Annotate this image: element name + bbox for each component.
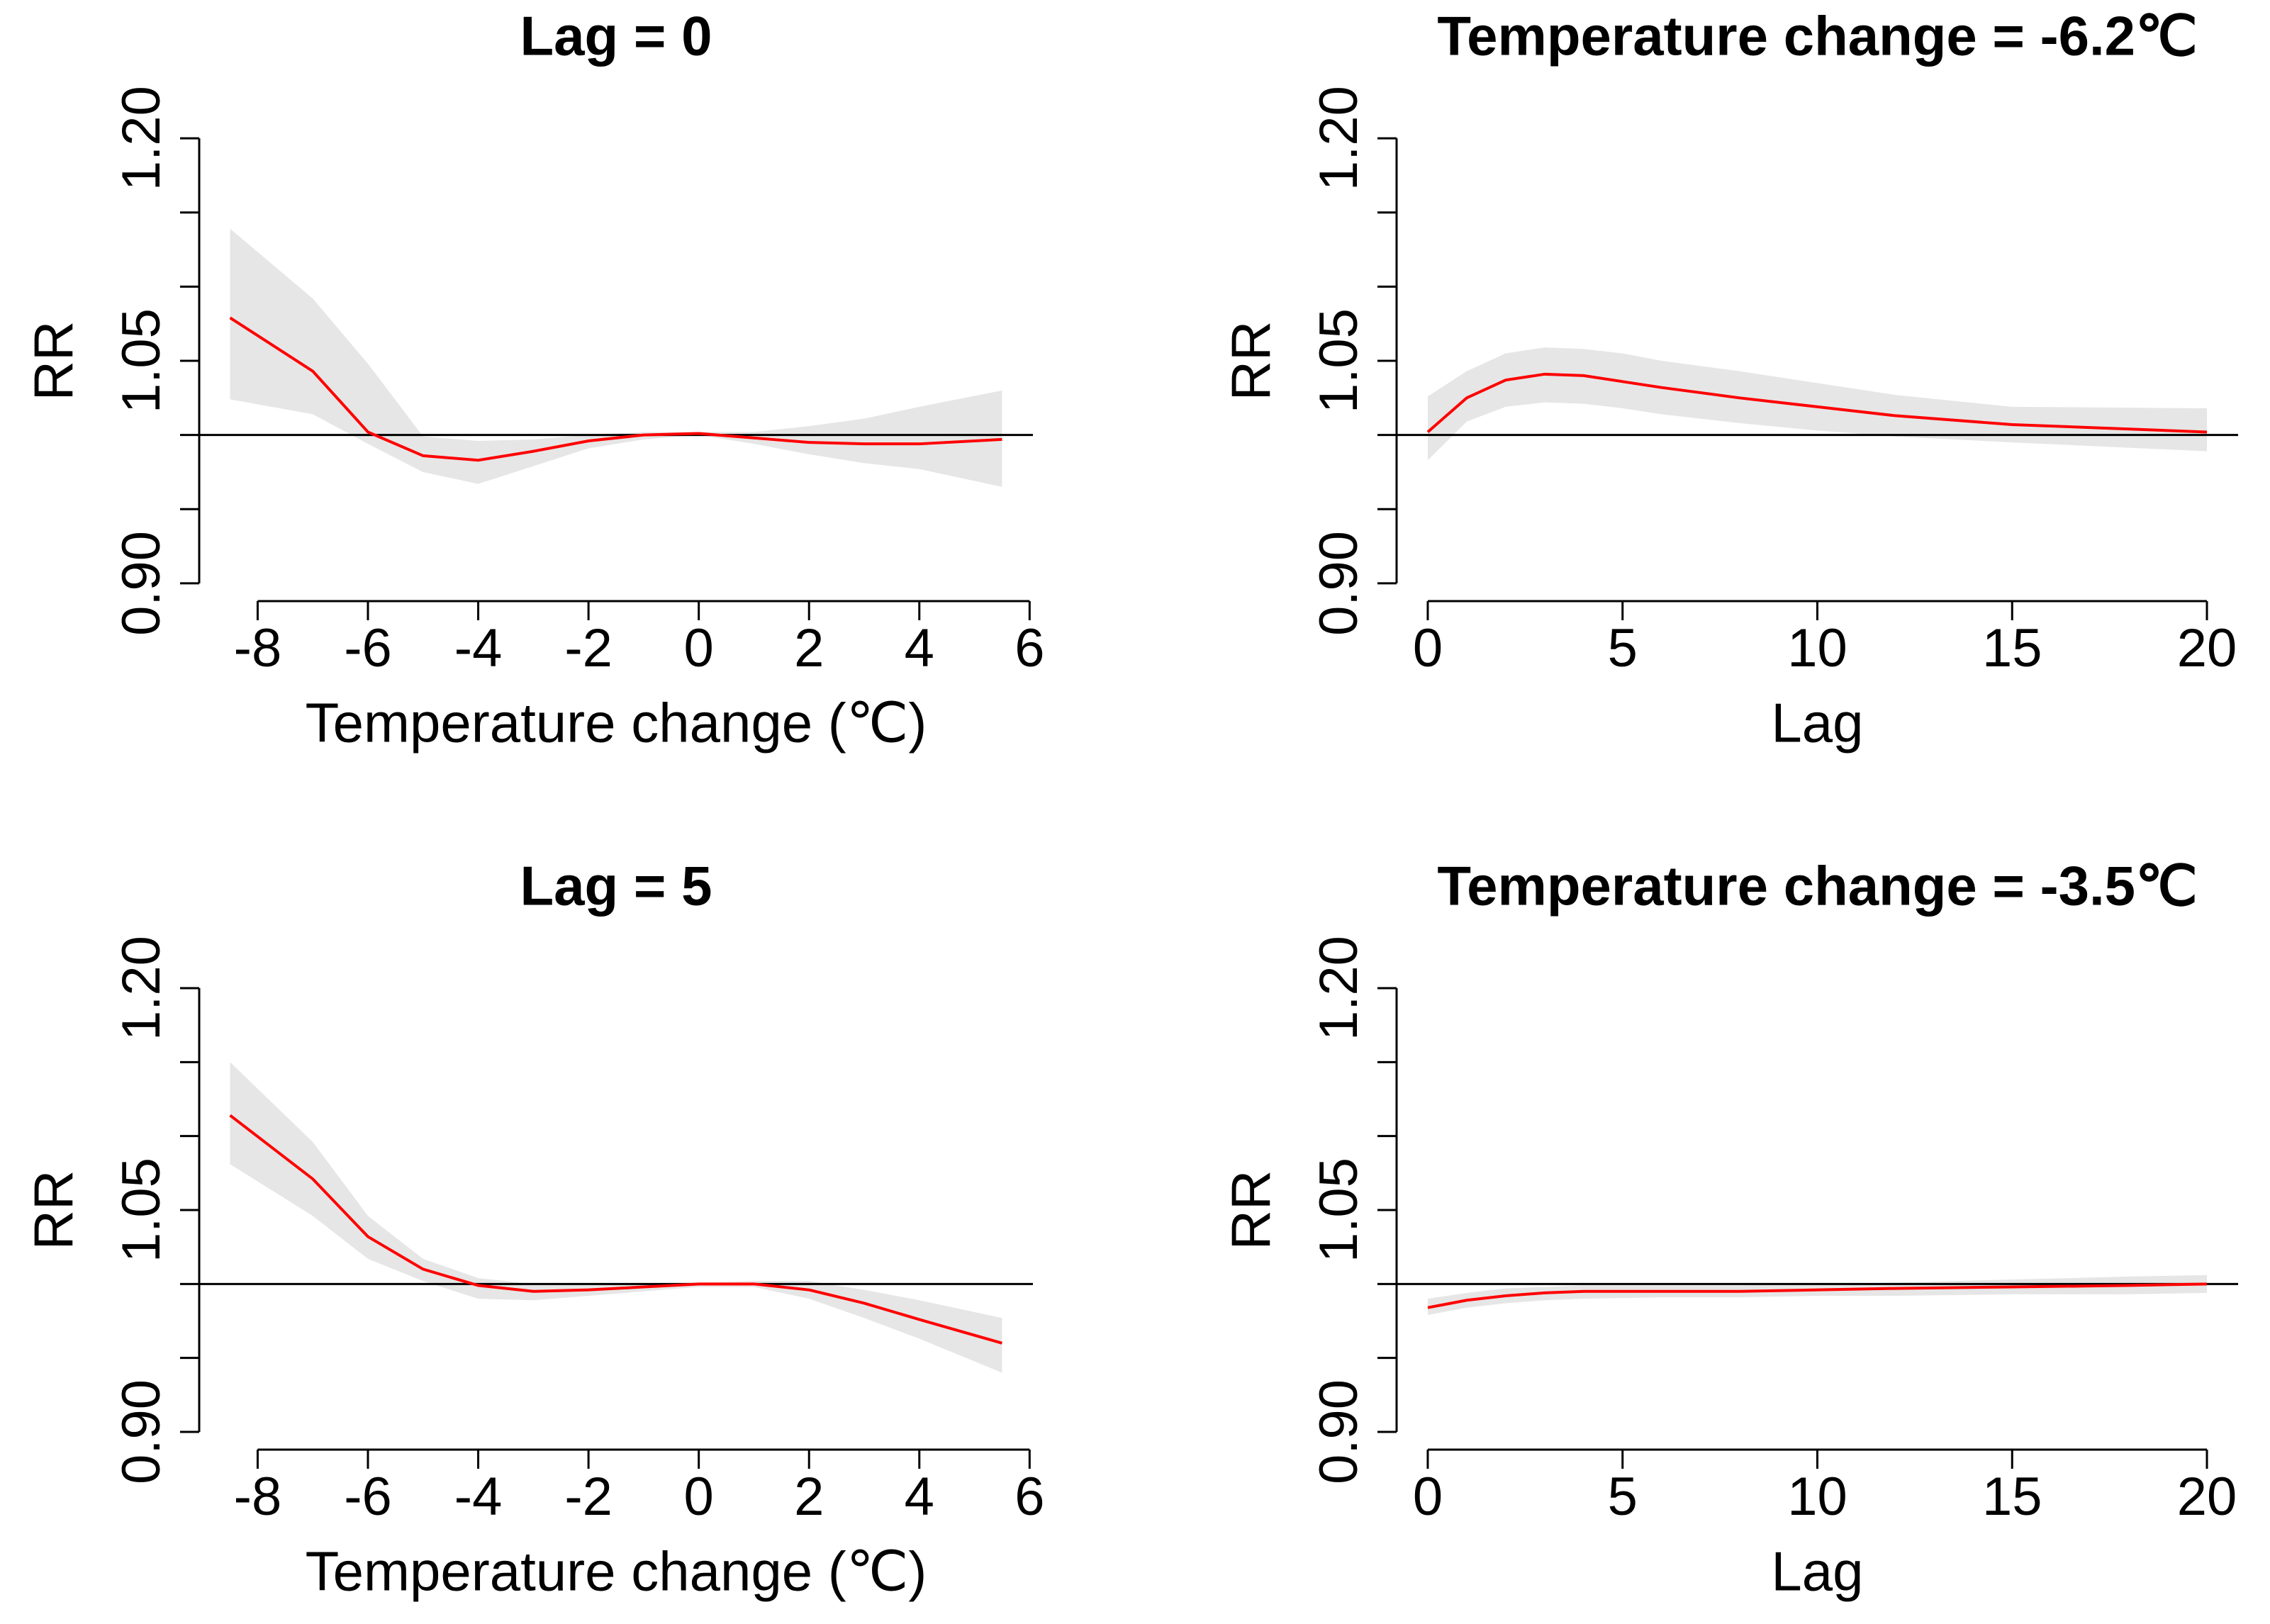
panel-title: Lag = 0	[520, 5, 712, 67]
y-tick-label: 1.05	[111, 1158, 172, 1262]
panel-title: Temperature change = -6.2℃	[1437, 5, 2197, 67]
panel-title: Temperature change = -3.5℃	[1437, 855, 2197, 917]
panel-title: Lag = 5	[520, 855, 712, 917]
x-tick-label: 15	[1982, 1467, 2042, 1527]
x-tick-label: 20	[2177, 1467, 2237, 1527]
x-tick-label: -2	[564, 1467, 613, 1527]
x-tick-label: -8	[234, 618, 282, 678]
x-tick-label: -8	[234, 1467, 282, 1527]
x-axis-label: Temperature change (℃)	[306, 692, 927, 754]
x-axis-label: Temperature change (℃)	[306, 1540, 927, 1603]
x-tick-label: 2	[794, 618, 824, 678]
confidence-band	[1427, 1275, 2208, 1316]
x-tick-label: 0	[1413, 1467, 1443, 1527]
y-tick-label: 0.90	[1309, 1379, 1369, 1484]
x-tick-label: 0	[1413, 618, 1443, 678]
rr-line	[1426, 372, 2208, 434]
x-tick-label: 10	[1787, 1467, 1847, 1527]
x-tick-label: 10	[1787, 618, 1847, 678]
confidence-band	[230, 1062, 1002, 1373]
x-axis-label: Lag	[1771, 1540, 1863, 1603]
x-tick-label: -2	[564, 618, 613, 678]
x-axis-label: Lag	[1771, 692, 1863, 754]
rr-line	[229, 316, 1002, 462]
y-tick-label: 1.05	[111, 308, 172, 413]
y-tick-label: 1.20	[1309, 936, 1369, 1041]
x-tick-label: 4	[905, 618, 934, 678]
x-tick-label: 15	[1982, 618, 2042, 678]
y-tick-label: 0.90	[111, 1379, 172, 1484]
y-tick-label: 0.90	[111, 531, 172, 636]
rr-line	[229, 1114, 1002, 1345]
x-tick-label: 4	[905, 1467, 934, 1527]
y-axis-label: RR	[1220, 1170, 1282, 1250]
y-tick-label: 1.20	[1309, 86, 1369, 191]
y-tick-label: 1.05	[1309, 1158, 1369, 1262]
x-tick-label: 0	[684, 618, 714, 678]
panel: Lag = 0 -8 -6 -4 -2 0 2 4 6 Temperature change (℃…	[23, 5, 1045, 754]
x-tick-label: -6	[344, 618, 392, 678]
x-tick-label: 5	[1608, 618, 1638, 678]
y-tick-label: 1.20	[111, 86, 172, 191]
y-tick-label: 0.90	[1309, 531, 1369, 636]
rr-line	[1427, 1282, 2208, 1309]
x-tick-label: -4	[454, 618, 503, 678]
x-tick-label: 6	[1014, 618, 1044, 678]
y-tick-label: 1.20	[111, 936, 172, 1041]
panel: Temperature change = -6.2℃ 0 5 10 15 20 Lag 0.9…	[1220, 5, 2238, 754]
confidence-band	[1427, 347, 2208, 461]
y-tick-label: 1.05	[1309, 308, 1369, 413]
x-tick-label: -6	[344, 1467, 392, 1527]
x-tick-label: 5	[1608, 1467, 1638, 1527]
y-axis-label: RR	[23, 321, 85, 401]
x-tick-label: 20	[2177, 618, 2237, 678]
y-axis-label: RR	[1220, 321, 1282, 401]
x-tick-label: 0	[684, 1467, 714, 1527]
x-tick-label: 2	[794, 1467, 824, 1527]
panel: Temperature change = -3.5℃ 0 5 10 15 20 Lag 0.9…	[1220, 855, 2238, 1603]
x-tick-label: 6	[1014, 1467, 1044, 1527]
panel: Lag = 5 -8 -6 -4 -2 0 2 4 6 Temperature change (℃…	[23, 855, 1045, 1603]
x-tick-label: -4	[454, 1467, 503, 1527]
y-axis-label: RR	[23, 1170, 85, 1250]
